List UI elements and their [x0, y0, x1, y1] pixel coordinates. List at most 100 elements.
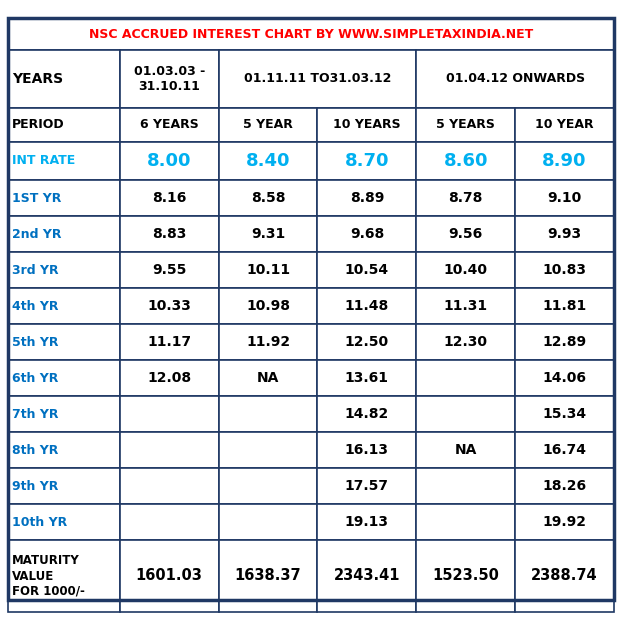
Bar [515, 396, 614, 432]
Bar [8, 142, 120, 180]
Bar [416, 468, 515, 504]
Text: INT RATE: INT RATE [12, 155, 76, 167]
Text: 12.50: 12.50 [345, 335, 389, 349]
Bar [120, 432, 218, 468]
Bar [218, 540, 318, 612]
Text: 14.82: 14.82 [345, 407, 389, 421]
Text: 2388.74: 2388.74 [531, 568, 598, 583]
Bar [318, 216, 416, 252]
Bar [218, 324, 318, 360]
Bar [8, 108, 120, 142]
Bar [218, 468, 318, 504]
Text: 6 YEARS: 6 YEARS [140, 119, 198, 132]
Bar [515, 360, 614, 396]
Bar [515, 540, 614, 612]
Text: 1ST YR: 1ST YR [12, 192, 61, 205]
Bar [218, 504, 318, 540]
Bar [8, 180, 120, 216]
Bar [218, 396, 318, 432]
Bar [8, 504, 120, 540]
Text: 12.89: 12.89 [542, 335, 587, 349]
Bar [416, 108, 515, 142]
Text: 11.92: 11.92 [246, 335, 290, 349]
Text: PERIOD: PERIOD [12, 119, 65, 132]
Bar [120, 108, 218, 142]
Text: 3rd YR: 3rd YR [12, 263, 59, 276]
Text: 5 YEAR: 5 YEAR [243, 119, 293, 132]
Text: 9.93: 9.93 [547, 227, 582, 241]
Text: 12.30: 12.30 [444, 335, 488, 349]
Bar [318, 180, 416, 216]
Bar [120, 324, 218, 360]
Bar [318, 324, 416, 360]
Text: YEARS: YEARS [12, 72, 63, 86]
Bar [218, 216, 318, 252]
Text: 2nd YR: 2nd YR [12, 228, 62, 240]
Bar [218, 180, 318, 216]
Bar [416, 252, 515, 288]
Text: 15.34: 15.34 [542, 407, 587, 421]
Bar [8, 396, 120, 432]
Text: 9.68: 9.68 [350, 227, 384, 241]
Bar [218, 142, 318, 180]
Text: 8.00: 8.00 [147, 152, 192, 170]
Bar [416, 288, 515, 324]
Bar [416, 396, 515, 432]
Text: 10.54: 10.54 [345, 263, 389, 277]
Bar [318, 432, 416, 468]
Bar [416, 180, 515, 216]
Bar [218, 360, 318, 396]
Bar [416, 50, 614, 108]
Text: 8.83: 8.83 [152, 227, 187, 241]
Text: MATURITY
VALUE
FOR 1000/-: MATURITY VALUE FOR 1000/- [12, 555, 85, 598]
Text: 10.11: 10.11 [246, 263, 290, 277]
Bar [515, 504, 614, 540]
Bar [8, 18, 614, 50]
Bar [120, 504, 218, 540]
Bar [515, 324, 614, 360]
Text: 9th YR: 9th YR [12, 479, 59, 492]
Bar [318, 504, 416, 540]
Bar [8, 50, 120, 108]
Text: 16.13: 16.13 [345, 443, 389, 457]
Text: 8.60: 8.60 [444, 152, 488, 170]
Text: NSC ACCRUED INTEREST CHART BY WWW.SIMPLETAXINDIA.NET: NSC ACCRUED INTEREST CHART BY WWW.SIMPLE… [89, 27, 533, 41]
Text: 8.78: 8.78 [449, 191, 483, 205]
Text: 8th YR: 8th YR [12, 444, 59, 457]
Bar [8, 360, 120, 396]
Bar [416, 216, 515, 252]
Bar [218, 50, 416, 108]
Text: 19.92: 19.92 [543, 515, 587, 529]
Bar [120, 360, 218, 396]
Text: 1638.37: 1638.37 [235, 568, 301, 583]
Bar [318, 360, 416, 396]
Text: 01.03.03 -
31.10.11: 01.03.03 - 31.10.11 [134, 65, 205, 93]
Bar [515, 180, 614, 216]
Text: 14.06: 14.06 [543, 371, 587, 385]
Bar [8, 216, 120, 252]
Bar [120, 468, 218, 504]
Bar [318, 142, 416, 180]
Text: 10.40: 10.40 [444, 263, 488, 277]
Text: NA: NA [257, 371, 280, 385]
Text: 11.17: 11.17 [147, 335, 192, 349]
Bar [318, 468, 416, 504]
Text: 1523.50: 1523.50 [432, 568, 499, 583]
Text: 10th YR: 10th YR [12, 515, 67, 529]
Text: NA: NA [454, 443, 477, 457]
Bar [318, 108, 416, 142]
Bar [218, 252, 318, 288]
Text: 9.10: 9.10 [547, 191, 582, 205]
Bar [416, 540, 515, 612]
Bar [318, 396, 416, 432]
Bar [318, 540, 416, 612]
Text: 01.11.11 TO31.03.12: 01.11.11 TO31.03.12 [244, 72, 391, 85]
Text: 1601.03: 1601.03 [136, 568, 203, 583]
Text: 8.58: 8.58 [251, 191, 285, 205]
Text: 19.13: 19.13 [345, 515, 389, 529]
Bar [318, 252, 416, 288]
Bar [120, 288, 218, 324]
Bar [515, 468, 614, 504]
Bar [8, 252, 120, 288]
Bar [515, 216, 614, 252]
